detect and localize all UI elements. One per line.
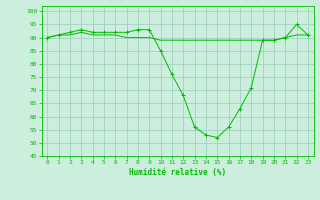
X-axis label: Humidité relative (%): Humidité relative (%) xyxy=(129,168,226,177)
